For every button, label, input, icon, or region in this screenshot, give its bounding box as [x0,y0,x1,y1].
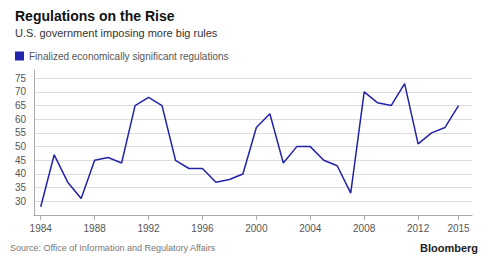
svg-text:1984: 1984 [30,223,53,234]
svg-text:2015: 2015 [447,223,470,234]
svg-text:1988: 1988 [84,223,107,234]
svg-text:50: 50 [15,141,27,152]
svg-text:2000: 2000 [245,223,268,234]
svg-text:Bloomberg: Bloomberg [420,242,478,254]
svg-text:35: 35 [15,182,27,193]
svg-text:2012: 2012 [407,223,430,234]
svg-text:55: 55 [15,127,27,138]
svg-text:U.S. government imposing more: U.S. government imposing more big rules [15,27,218,39]
svg-text:Regulations on the Rise: Regulations on the Rise [15,8,175,24]
svg-text:45: 45 [15,155,27,166]
svg-text:60: 60 [15,114,27,125]
svg-text:65: 65 [15,100,27,111]
svg-text:2008: 2008 [353,223,376,234]
svg-text:1992: 1992 [137,223,160,234]
svg-text:Finalized economically signifi: Finalized economically significant regul… [29,51,229,62]
svg-text:Source: Office of Information: Source: Office of Information and Regula… [10,243,216,253]
svg-text:2004: 2004 [299,223,322,234]
svg-text:70: 70 [15,86,27,97]
svg-text:75: 75 [15,73,27,84]
svg-text:30: 30 [15,196,27,207]
svg-text:1996: 1996 [191,223,214,234]
svg-text:40: 40 [15,168,27,179]
